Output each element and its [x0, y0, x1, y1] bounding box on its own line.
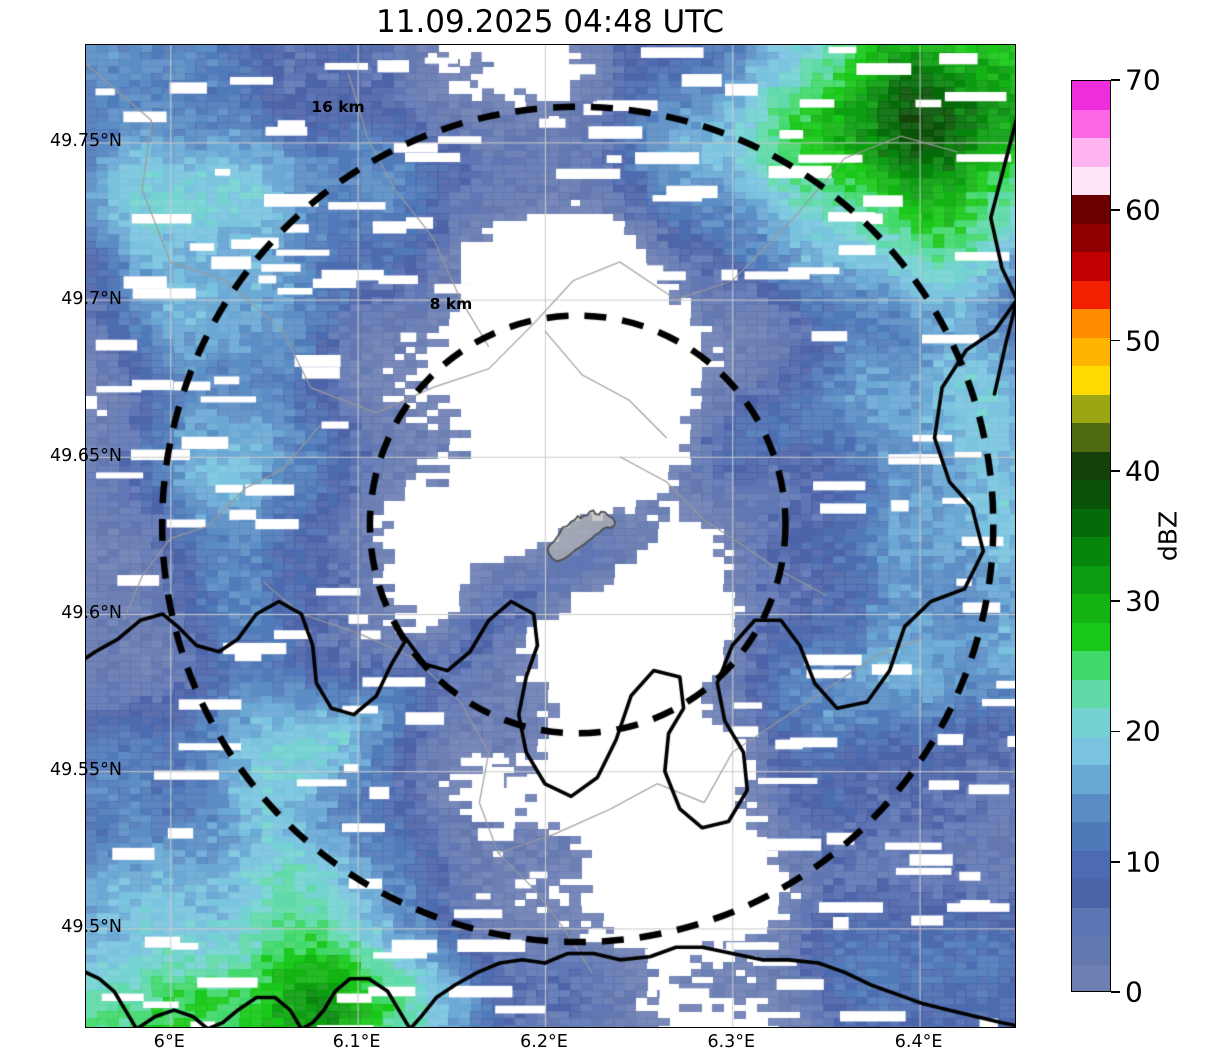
colorbar-band: [1072, 451, 1110, 480]
colorbar-band: [1072, 280, 1110, 309]
colorbar-band: [1072, 480, 1110, 509]
colorbar-tick-label: 60: [1125, 193, 1161, 227]
colorbar-band: [1072, 195, 1110, 224]
colorbar-band: [1072, 793, 1110, 822]
colorbar-band: [1072, 850, 1110, 879]
colorbar-band: [1072, 622, 1110, 651]
colorbar-band: [1072, 565, 1110, 594]
longitude-tick-label: 6.2°E: [520, 1032, 568, 1052]
colorbar-tick-label: 40: [1125, 454, 1161, 488]
colorbar-tick: [1111, 991, 1120, 993]
colorbar-tick: [1111, 209, 1120, 212]
range-ring-label: 16 km: [311, 98, 365, 116]
colorbar-band: [1072, 423, 1110, 452]
colorbar-tick: [1111, 470, 1120, 472]
longitude-tick-label: 6.3°E: [707, 1032, 756, 1052]
colorbar-band: [1072, 651, 1110, 680]
colorbar-band: [1072, 309, 1110, 338]
colorbar-tick-label: 50: [1125, 324, 1161, 358]
colorbar-band: [1072, 907, 1110, 936]
colorbar-band: [1072, 879, 1110, 908]
longitude-tick-label: 6°E: [153, 1032, 185, 1052]
colorbar-band: [1072, 765, 1110, 794]
colorbar-band: [1072, 366, 1110, 395]
range-ring-label: 8 km: [429, 295, 473, 313]
radar-reflectivity-canvas: [86, 45, 1015, 1027]
colorbar-band: [1072, 508, 1110, 537]
longitude-tick-label: 6.1°E: [332, 1032, 381, 1052]
colorbar[interactable]: 0 10 20 30 40 50 60 70: [1071, 64, 1161, 1009]
latitude-tick-label: 49.5°N: [61, 917, 122, 938]
colorbar-title: dBZ: [1153, 510, 1183, 562]
latitude-tick-label: 49.75°N: [50, 131, 122, 152]
colorbar-band: [1072, 109, 1110, 138]
colorbar-band: [1072, 138, 1110, 167]
page-title: 11.09.2025 04:48 UTC: [376, 4, 724, 40]
colorbar-band: [1072, 679, 1110, 708]
map-plot-area[interactable]: [85, 44, 1016, 1028]
colorbar-band: [1072, 166, 1110, 195]
latitude-tick-label: 49.7°N: [61, 288, 122, 309]
colorbar-band: [1072, 822, 1110, 851]
colorbar-tick-label: 0: [1125, 975, 1143, 1009]
colorbar-tick: [1111, 600, 1120, 602]
latitude-tick-label: 49.55°N: [50, 760, 122, 781]
colorbar-tick-label: 30: [1125, 584, 1161, 618]
colorbar-tick-label: 10: [1125, 845, 1161, 879]
colorbar-band: [1072, 594, 1110, 623]
colorbar-tick: [1111, 860, 1120, 863]
latitude-tick-label: 49.65°N: [50, 445, 122, 466]
colorbar-tick-label: 20: [1125, 714, 1161, 748]
colorbar-band: [1072, 708, 1110, 737]
colorbar-band: [1072, 81, 1110, 110]
colorbar-gradient: [1071, 80, 1111, 992]
colorbar-tick: [1111, 730, 1120, 733]
colorbar-band: [1072, 252, 1110, 281]
colorbar-band: [1072, 223, 1110, 252]
colorbar-tick: [1111, 339, 1120, 342]
longitude-tick-label: 6.4°E: [894, 1032, 943, 1052]
colorbar-band: [1072, 736, 1110, 765]
colorbar-band: [1072, 394, 1110, 423]
colorbar-band: [1072, 537, 1110, 566]
latitude-tick-label: 49.6°N: [61, 603, 122, 624]
colorbar-tick-label: 70: [1125, 63, 1161, 97]
colorbar-tick: [1111, 79, 1120, 81]
colorbar-band: [1072, 337, 1110, 366]
colorbar-band: [1072, 936, 1110, 965]
colorbar-band: [1072, 964, 1110, 991]
